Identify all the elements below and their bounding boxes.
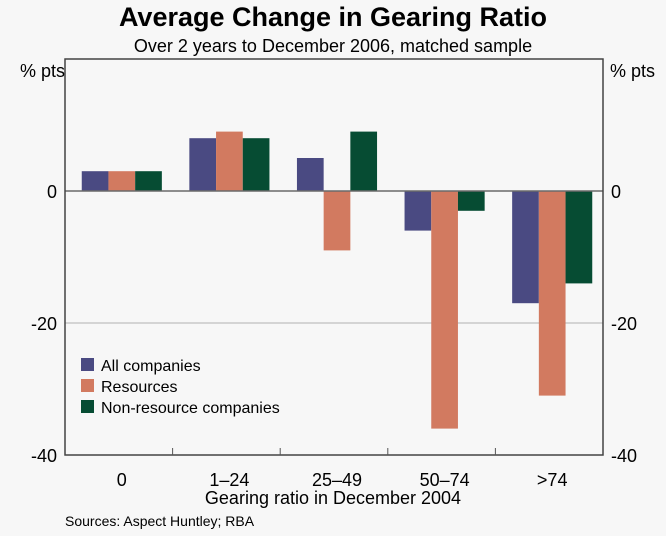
plot-border — [64, 58, 604, 456]
legend-swatch — [81, 400, 94, 413]
chart-subtitle: Over 2 years to December 2006, matched s… — [133, 36, 533, 56]
bar — [216, 131, 243, 191]
bar — [565, 191, 593, 284]
bars — [81, 131, 593, 429]
legend-label: Non-resource companies — [101, 400, 280, 417]
bar — [189, 138, 217, 191]
x-tick-label: 1–24 — [209, 470, 249, 490]
x-tick-label: >74 — [537, 470, 568, 490]
y-tick-label-left: -20 — [31, 314, 57, 334]
chart-title: Average Change in Gearing Ratio — [118, 2, 548, 32]
plot-frame — [64, 58, 604, 456]
axis-ticks: 0 0 -20 -20 -40 -40 0 1–24 25–49 50–74 >74 — [31, 182, 637, 490]
legend-swatch — [81, 379, 94, 392]
x-tick-label: 0 — [117, 470, 127, 490]
y-tick-label-left: -40 — [31, 446, 57, 466]
bar — [108, 171, 136, 191]
right-axis-unit: % pts — [610, 61, 656, 81]
y-tick-label-right: 0 — [611, 182, 621, 202]
bar — [323, 191, 351, 251]
bar — [404, 191, 432, 231]
left-axis-unit: % pts — [20, 61, 66, 81]
bar — [242, 138, 270, 191]
x-tick-label: 25–49 — [312, 470, 362, 490]
x-tick-label: 50–74 — [420, 470, 470, 490]
legend-label: All companies — [101, 358, 201, 375]
y-tick-label-left: 0 — [47, 182, 57, 202]
source-note: Sources: Aspect Huntley; RBA — [65, 513, 255, 529]
bar — [538, 191, 566, 396]
bar — [296, 158, 324, 191]
legend-swatch — [81, 358, 94, 371]
bar — [431, 191, 458, 429]
bar — [350, 131, 378, 191]
x-axis-label: Gearing ratio in December 2004 — [204, 488, 462, 508]
y-tick-label-right: -20 — [611, 314, 637, 334]
bar — [512, 191, 539, 304]
y-tick-label-right: -40 — [611, 446, 637, 466]
legend: All companies Resources Non-resource compa… — [81, 358, 280, 417]
bar — [135, 171, 162, 191]
bar — [81, 171, 109, 191]
bar — [457, 191, 485, 211]
legend-label: Resources — [101, 379, 177, 396]
